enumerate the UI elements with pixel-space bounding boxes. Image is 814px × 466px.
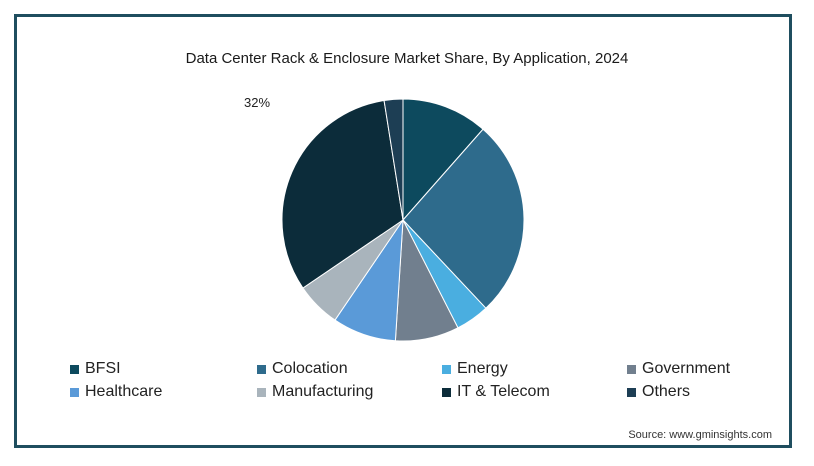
legend-label: Manufacturing bbox=[272, 383, 374, 400]
legend-item-manufacturing: Manufacturing bbox=[257, 381, 442, 403]
chart-legend: BFSI Colocation Energy Government Healthcare… bbox=[70, 358, 770, 403]
legend-swatch bbox=[442, 387, 451, 397]
legend-item-colocation: Colocation bbox=[257, 358, 442, 380]
legend-swatch bbox=[257, 387, 266, 397]
legend-label: Government bbox=[642, 360, 731, 377]
legend-label: Others bbox=[642, 383, 691, 400]
pie-slice-bfsi bbox=[402, 98, 484, 222]
legend-item-it-and-telecom: IT & Telecom bbox=[442, 381, 627, 403]
legend-swatch bbox=[257, 364, 266, 374]
legend-label: Energy bbox=[457, 360, 508, 377]
data-label-it-and-telecom: 32% bbox=[244, 95, 270, 110]
legend-swatch bbox=[627, 387, 636, 397]
legend-item-healthcare: Healthcare bbox=[70, 381, 257, 403]
legend-label: IT & Telecom bbox=[457, 383, 550, 400]
legend-swatch bbox=[627, 364, 636, 374]
legend-label: BFSI bbox=[85, 360, 121, 377]
legend-item-others: Others bbox=[627, 381, 777, 403]
chart-title: Data Center Rack & Enclosure Market Shar… bbox=[185, 50, 629, 67]
legend-swatch bbox=[70, 387, 79, 397]
legend-swatch bbox=[70, 364, 79, 374]
legend-label: Colocation bbox=[272, 360, 348, 377]
legend-swatch bbox=[442, 364, 451, 374]
legend-item-bfsi: BFSI bbox=[70, 358, 257, 380]
pie-slice-colocation bbox=[402, 128, 525, 309]
pie-slice-others bbox=[383, 98, 404, 221]
legend-item-government: Government bbox=[627, 358, 777, 380]
source-note: Source: www.gminsights.com bbox=[628, 429, 772, 441]
pie-slice-it-and-telecom bbox=[281, 99, 404, 289]
legend-item-energy: Energy bbox=[442, 358, 627, 380]
legend-label: Healthcare bbox=[85, 383, 163, 400]
